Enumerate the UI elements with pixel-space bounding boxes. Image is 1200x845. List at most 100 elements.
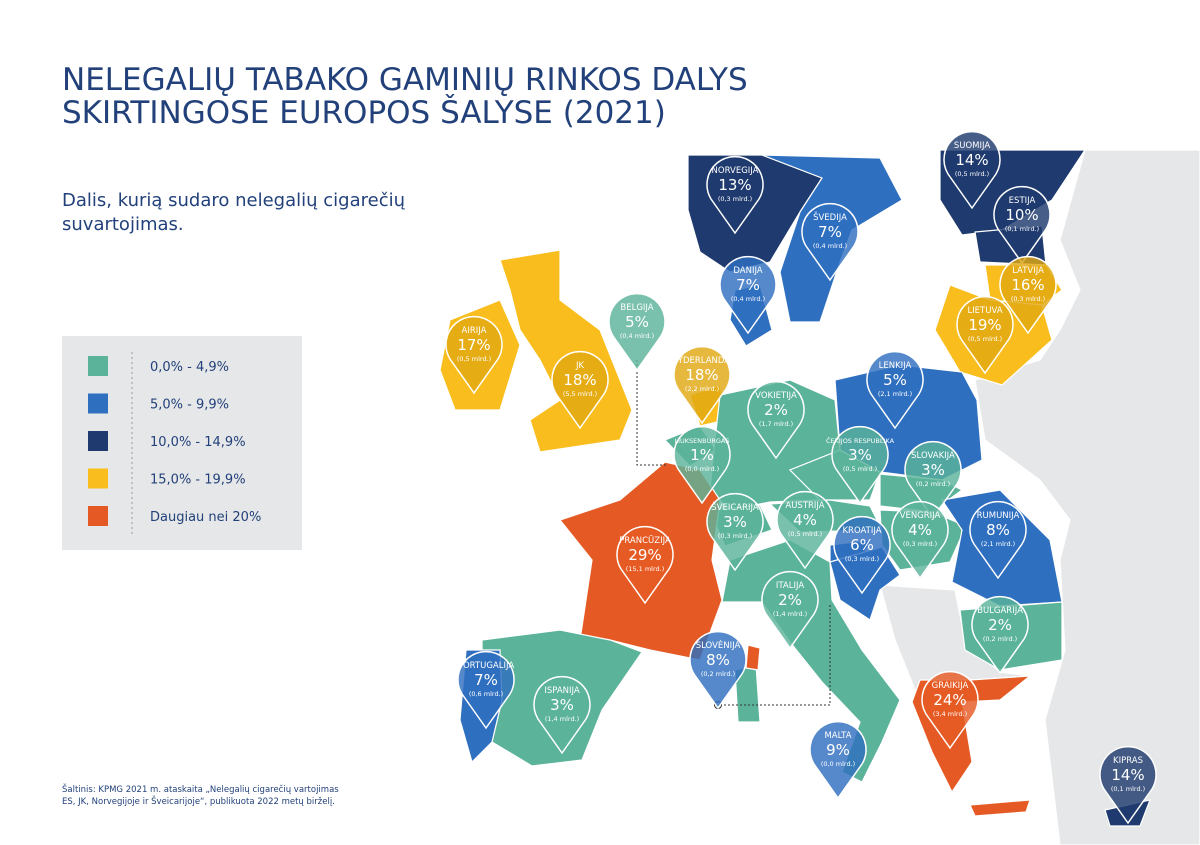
pin-marker — [673, 425, 731, 505]
pin-share: 10% — [1005, 206, 1038, 224]
pin-country: VOKIETIJA — [755, 391, 797, 401]
legend-swatch — [88, 356, 108, 376]
pin-share: 3% — [921, 461, 945, 479]
source: Šaltinis: KPMG 2021 m. ataskaita „Nelega… — [62, 783, 339, 807]
pin-marker — [971, 595, 1029, 675]
pin-share: 7% — [818, 223, 842, 241]
pin-volume: (0,2 mlrd.) — [983, 635, 1017, 643]
pin-marker — [969, 500, 1027, 580]
pin-marker — [533, 675, 591, 755]
pin-country: GRAIKIJA — [932, 681, 969, 691]
pin-country: NYDERLANDAI — [671, 356, 732, 366]
pin-country: PORTUGALIJA — [458, 661, 515, 671]
pin-country: BELGIJA — [620, 303, 653, 313]
legend-label: 5,0% - 9,9% — [150, 398, 229, 413]
subtitle: Dalis, kurią sudaro nelegalių cigarečių … — [62, 190, 406, 235]
crete — [969, 799, 1031, 817]
pin-share: 18% — [685, 366, 718, 384]
pin-country: ČEKIJOS RESPUBLIKA — [826, 436, 895, 445]
pin-volume: (0,0 mlrd.) — [821, 760, 855, 768]
pin-volume: (0,5 mlrd.) — [788, 530, 822, 538]
pin-marker — [809, 720, 867, 800]
legend-label: 10,0% - 14,9% — [150, 435, 246, 450]
pin-marker — [993, 185, 1051, 265]
pin-volume: (0,4 mlrd.) — [620, 332, 654, 340]
pin-volume: (0,5 mlrd.) — [968, 335, 1002, 343]
title-line: SKIRTINGOSE EUROPOS ŠALYSE (2021) — [62, 94, 666, 131]
pin-country: SLOVAKIJA — [911, 451, 955, 461]
pin-country: AIRIJA — [462, 326, 487, 336]
pin-marker — [761, 570, 819, 650]
pin-marker — [776, 490, 834, 570]
pin-share: 3% — [723, 513, 747, 531]
pin-volume: (0,6 mlrd.) — [469, 690, 503, 698]
pin-country: ESTIJA — [1009, 196, 1036, 206]
pin-volume: (5,5 mlrd.) — [563, 390, 597, 398]
pin-volume: (0,2 mlrd.) — [701, 670, 735, 678]
pin-share: 3% — [550, 696, 574, 714]
pin-share: 7% — [474, 671, 498, 689]
pin-marker — [866, 350, 924, 430]
pin-country: ŠVEDIJA — [813, 211, 847, 223]
pin-volume: (2,1 mlrd.) — [981, 540, 1015, 548]
pin-marker — [891, 500, 949, 580]
pin-country: VENGRIJA — [900, 511, 941, 521]
pin-marker — [689, 630, 747, 710]
pin-volume: (0,3 mlrd.) — [718, 195, 752, 203]
pin-marker — [921, 670, 979, 750]
pin-country: MALTA — [824, 731, 851, 741]
legend-swatch — [88, 468, 108, 489]
pin-share: 8% — [986, 521, 1010, 539]
pin-share: 29% — [628, 546, 661, 564]
pin-volume: (0,5 mlrd.) — [457, 355, 491, 363]
pin-country: ISPANIJA — [544, 686, 580, 696]
title: NELEGALIŲ TABAKO GAMINIŲ RINKOS DALYS SK… — [62, 62, 748, 131]
pin-share: 19% — [968, 316, 1001, 334]
pin-volume: (2,2 mlrd.) — [685, 385, 719, 393]
pin-marker — [719, 255, 777, 335]
legend-swatch — [88, 393, 108, 414]
pin-country: SUOMIJA — [954, 141, 991, 151]
pin-share: 24% — [933, 691, 966, 709]
leader-line — [722, 605, 831, 706]
pin-volume: (0,4 mlrd.) — [731, 295, 765, 303]
legend-label: 15,0% - 19,9% — [150, 473, 246, 488]
pin-volume: (1,4 mlrd.) — [545, 715, 579, 723]
pin-country: ŠVEICARIJA — [711, 501, 759, 513]
pin-share: 16% — [1011, 276, 1044, 294]
subtitle-line: Dalis, kurią sudaro nelegalių cigarečių — [62, 190, 406, 211]
legend: 0,0% - 4,9% 5,0% - 9,9% 10,0% - 14,9% 15,0%… — [88, 356, 261, 526]
pin-share: 7% — [736, 276, 760, 294]
pin-volume: (0,0 mlrd.) — [685, 465, 719, 473]
pin-volume: (0,1 mlrd.) — [1111, 785, 1145, 793]
pin-volume: (2,1 mlrd.) — [878, 390, 912, 398]
pin-share: 2% — [778, 591, 802, 609]
pin-marker — [999, 255, 1057, 335]
pin-country: LATVIJA — [1012, 266, 1044, 276]
pin-marker — [706, 155, 764, 235]
pin-country: LIETUVA — [967, 306, 1002, 316]
pin-country: RUMUNIJA — [977, 511, 1020, 521]
pin-volume: (15,1 mlrd.) — [626, 565, 665, 573]
pin-share: 5% — [625, 313, 649, 331]
pin-volume: (0,5 mlrd.) — [843, 465, 877, 473]
pin-share: 1% — [690, 446, 714, 464]
pin-share: 8% — [706, 651, 730, 669]
pin-country: BULGARIJA — [977, 606, 1023, 616]
